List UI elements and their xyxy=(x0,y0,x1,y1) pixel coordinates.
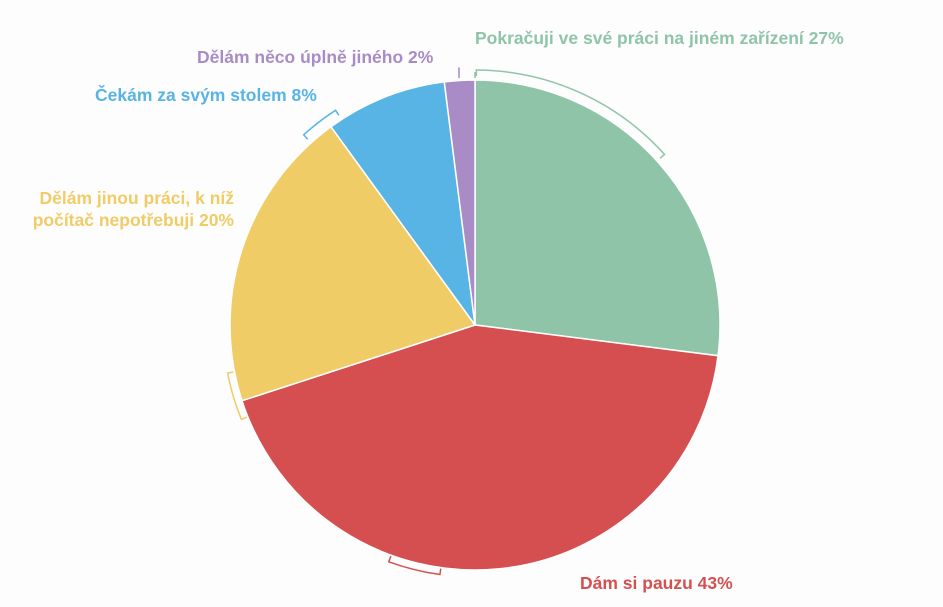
label-other-work-line2: počítač nepotřebuji 20% xyxy=(32,210,234,230)
label-other-device: Pokračuji ve své práci na jiném zařízení… xyxy=(475,28,844,48)
slice-other-work xyxy=(229,125,477,402)
slice-something-else xyxy=(443,79,476,326)
slice-waiting xyxy=(329,81,476,326)
label-break: Dám si pauzu 43% xyxy=(580,573,733,593)
label-other-work: Dělám jinou práci, k níž počítač nepotře… xyxy=(33,187,234,231)
slice-other-device xyxy=(474,79,721,357)
slice-waiting-leader xyxy=(302,109,340,140)
label-other-work-line1: Dělám jinou práci, k níž xyxy=(39,188,235,208)
slice-break xyxy=(241,324,719,571)
label-something-else: Dělám něco úplně jiného 2% xyxy=(197,47,434,67)
label-waiting: Čekám za svým stolem 8% xyxy=(95,85,317,105)
slice-other-work-leader xyxy=(226,371,248,421)
slice-other-device-leader xyxy=(474,69,666,159)
slice-break-leader xyxy=(387,555,442,576)
